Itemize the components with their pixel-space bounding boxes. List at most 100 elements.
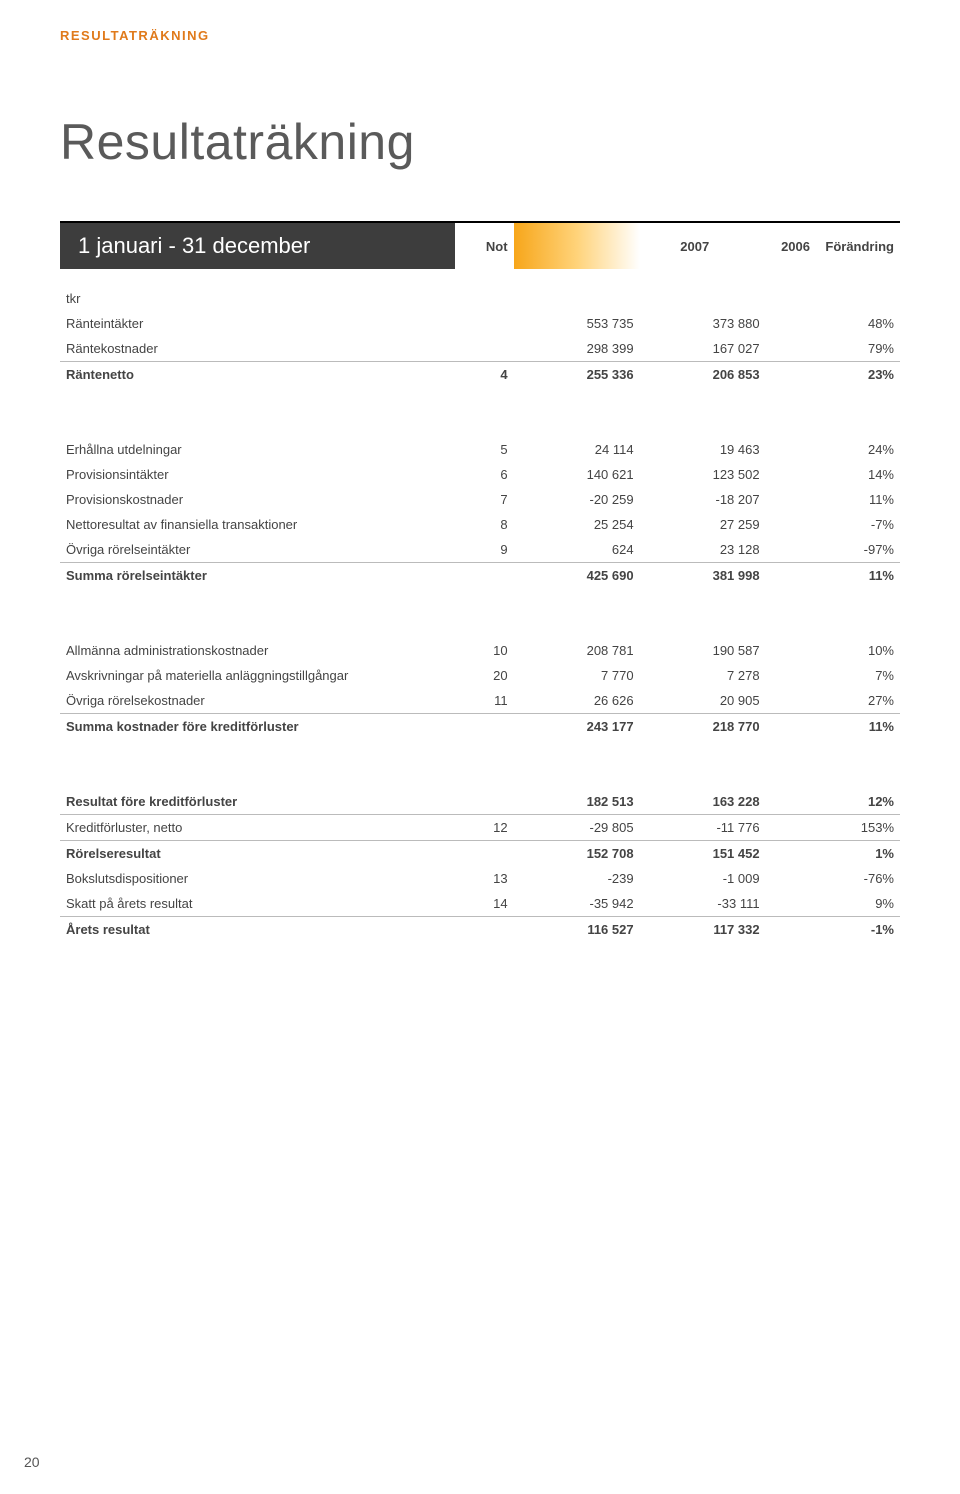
- row-label: Räntekostnader: [60, 336, 455, 362]
- row-label: Erhållna utdelningar: [60, 437, 455, 462]
- row-label: Övriga rörelsekostnader: [60, 688, 455, 714]
- row-change: 23%: [766, 362, 900, 388]
- row-2007: -20 259: [514, 487, 640, 512]
- row-not: 7: [455, 487, 514, 512]
- row-2007: 298 399: [514, 336, 640, 362]
- table-row: Räntekostnader 298 399 167 027 79%: [60, 336, 900, 362]
- row-2006: 117 332: [640, 917, 766, 943]
- row-label: Allmänna administrationskostnader: [60, 638, 455, 663]
- table-row: Nettoresultat av finansiella transaktion…: [60, 512, 900, 537]
- table-row: Erhållna utdelningar 5 24 114 19 463 24%: [60, 437, 900, 462]
- row-2006: 373 880: [640, 311, 766, 336]
- row-not: [455, 789, 514, 815]
- table-spacer: [60, 588, 900, 638]
- table-row: Ränteintäkter 553 735 373 880 48%: [60, 311, 900, 336]
- period-label-cell: 1 januari - 31 december: [60, 223, 455, 269]
- row-label: Bokslutsdispositioner: [60, 866, 455, 891]
- row-label: Resultat före kreditförluster: [60, 789, 455, 815]
- row-2006: 123 502: [640, 462, 766, 487]
- row-2007: 25 254: [514, 512, 640, 537]
- table-spacer: [60, 739, 900, 789]
- row-2006: 190 587: [640, 638, 766, 663]
- table-row: Årets resultat 116 527 117 332 -1%: [60, 917, 900, 943]
- row-2006: 19 463: [640, 437, 766, 462]
- col-2006: 2006: [715, 223, 816, 269]
- row-not: [455, 841, 514, 867]
- table-row: Summa kostnader före kreditförluster 243…: [60, 714, 900, 740]
- row-label: Rörelseresultat: [60, 841, 455, 867]
- table-row: Resultat före kreditförluster 182 513 16…: [60, 789, 900, 815]
- row-label: tkr: [60, 269, 455, 311]
- row-label: Årets resultat: [60, 917, 455, 943]
- row-not: 5: [455, 437, 514, 462]
- table-row: Summa rörelseintäkter 425 690 381 998 11…: [60, 563, 900, 589]
- row-2007: 182 513: [514, 789, 640, 815]
- row-2007: 255 336: [514, 362, 640, 388]
- row-2007: -29 805: [514, 815, 640, 841]
- row-not: 9: [455, 537, 514, 563]
- row-2006: -11 776: [640, 815, 766, 841]
- row-2006: 206 853: [640, 362, 766, 388]
- row-change: 27%: [766, 688, 900, 714]
- row-change: -7%: [766, 512, 900, 537]
- row-change: 14%: [766, 462, 900, 487]
- row-label: Nettoresultat av finansiella transaktion…: [60, 512, 455, 537]
- row-change: 9%: [766, 891, 900, 917]
- row-change: -76%: [766, 866, 900, 891]
- row-label: Summa rörelseintäkter: [60, 563, 455, 589]
- row-label: Räntenetto: [60, 362, 455, 388]
- row-2007: -239: [514, 866, 640, 891]
- row-change: 10%: [766, 638, 900, 663]
- row-not: 12: [455, 815, 514, 841]
- row-2007: 152 708: [514, 841, 640, 867]
- row-2006: 167 027: [640, 336, 766, 362]
- row-label: Avskrivningar på materiella anläggningst…: [60, 663, 455, 688]
- row-change: 153%: [766, 815, 900, 841]
- table-row: Allmänna administrationskostnader 10 208…: [60, 638, 900, 663]
- table-row: Bokslutsdispositioner 13 -239 -1 009 -76…: [60, 866, 900, 891]
- page-title: Resultaträkning: [60, 113, 900, 171]
- row-change: -97%: [766, 537, 900, 563]
- table-row: Provisionskostnader 7 -20 259 -18 207 11…: [60, 487, 900, 512]
- row-not: 4: [455, 362, 514, 388]
- row-not: [455, 714, 514, 740]
- row-not: 8: [455, 512, 514, 537]
- row-2007: 116 527: [514, 917, 640, 943]
- row-change: 11%: [766, 714, 900, 740]
- row-change: 48%: [766, 311, 900, 336]
- row-change: -1%: [766, 917, 900, 943]
- row-change: 12%: [766, 789, 900, 815]
- row-not: 10: [455, 638, 514, 663]
- row-not: 6: [455, 462, 514, 487]
- row-change: 11%: [766, 487, 900, 512]
- row-2007: 553 735: [514, 311, 640, 336]
- row-2007: 425 690: [514, 563, 640, 589]
- row-2006: 163 228: [640, 789, 766, 815]
- row-2006: 151 452: [640, 841, 766, 867]
- page-number: 20: [24, 1454, 40, 1470]
- row-2006: 7 278: [640, 663, 766, 688]
- table-spacer: [60, 387, 900, 437]
- table-row: Kreditförluster, netto 12 -29 805 -11 77…: [60, 815, 900, 841]
- row-label: Ränteintäkter: [60, 311, 455, 336]
- row-change: 24%: [766, 437, 900, 462]
- table-row: Provisionsintäkter 6 140 621 123 502 14%: [60, 462, 900, 487]
- row-2006: -1 009: [640, 866, 766, 891]
- table-row: Räntenetto 4 255 336 206 853 23%: [60, 362, 900, 388]
- row-2007: 7 770: [514, 663, 640, 688]
- row-2006: -18 207: [640, 487, 766, 512]
- table-row: Avskrivningar på materiella anläggningst…: [60, 663, 900, 688]
- row-2006: 381 998: [640, 563, 766, 589]
- table-row: tkr: [60, 269, 900, 311]
- row-change: 7%: [766, 663, 900, 688]
- row-not: 13: [455, 866, 514, 891]
- page-container: RESULTATRÄKNING Resultaträkning 1 januar…: [0, 0, 960, 1494]
- table-row: Skatt på årets resultat 14 -35 942 -33 1…: [60, 891, 900, 917]
- row-not: 11: [455, 688, 514, 714]
- row-label: Kreditförluster, netto: [60, 815, 455, 841]
- row-2006: 20 905: [640, 688, 766, 714]
- row-not: [455, 336, 514, 362]
- col-change: Förändring: [816, 223, 900, 269]
- row-label: Provisionskostnader: [60, 487, 455, 512]
- row-2007: 140 621: [514, 462, 640, 487]
